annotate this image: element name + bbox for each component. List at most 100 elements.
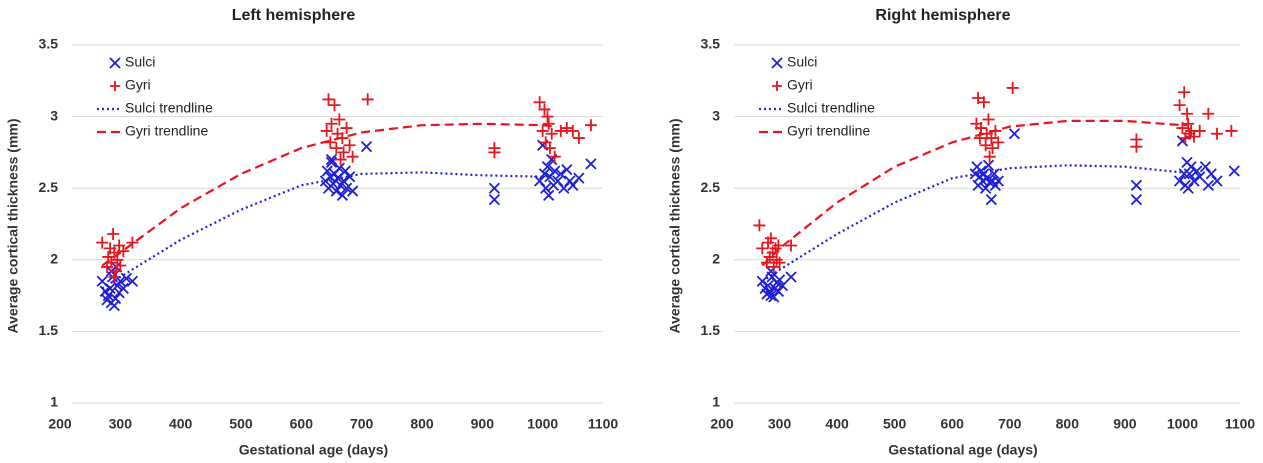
data-point bbox=[975, 122, 987, 135]
data-point bbox=[1178, 86, 1191, 99]
data-point bbox=[1205, 168, 1217, 180]
data-point bbox=[488, 146, 501, 159]
data-point bbox=[760, 256, 773, 269]
data-point bbox=[541, 110, 554, 123]
data-point bbox=[982, 113, 995, 126]
data-point bbox=[1173, 175, 1186, 187]
chart-title: Left hemisphere bbox=[232, 7, 356, 24]
data-point bbox=[1185, 161, 1197, 173]
legend-marker bbox=[772, 81, 782, 91]
x-tick-label: 900 bbox=[471, 416, 495, 432]
y-axis-label: Average cortical thickness (mm) bbox=[667, 118, 683, 333]
data-point bbox=[114, 275, 126, 287]
data-point bbox=[548, 150, 561, 163]
y-tick-label: 3.5 bbox=[701, 36, 721, 52]
data-point bbox=[109, 292, 122, 305]
data-point bbox=[772, 285, 785, 297]
x-tick-label: 800 bbox=[1056, 416, 1080, 432]
x-axis-label: Gestational age (days) bbox=[888, 442, 1037, 458]
trendline bbox=[761, 164, 1189, 283]
data-point bbox=[120, 272, 133, 285]
x-axis-label: Gestational age (days) bbox=[239, 442, 388, 458]
data-point bbox=[785, 239, 798, 252]
legend-marker bbox=[771, 57, 783, 69]
data-point bbox=[986, 142, 999, 155]
data-point bbox=[325, 117, 338, 130]
data-point bbox=[102, 289, 114, 302]
legend-label: Gyri trendline bbox=[787, 123, 870, 139]
data-point bbox=[1228, 165, 1240, 177]
data-point bbox=[1193, 124, 1206, 137]
data-point bbox=[1182, 117, 1195, 130]
data-point bbox=[538, 103, 551, 116]
data-point bbox=[982, 159, 995, 171]
data-point bbox=[330, 185, 342, 197]
x-tick-label: 1000 bbox=[1167, 416, 1198, 432]
x-tick-label: 1100 bbox=[1225, 416, 1256, 432]
data-point bbox=[1130, 194, 1143, 206]
data-point bbox=[1191, 165, 1203, 177]
data-point bbox=[361, 93, 374, 106]
data-point bbox=[340, 182, 353, 194]
data-point bbox=[1130, 179, 1143, 191]
data-point bbox=[343, 139, 356, 152]
x-tick-label: 600 bbox=[941, 416, 965, 432]
data-point bbox=[549, 165, 561, 177]
data-point bbox=[543, 142, 556, 155]
data-point bbox=[96, 236, 109, 249]
data-point bbox=[776, 279, 789, 292]
x-tick-label: 600 bbox=[290, 416, 314, 432]
data-point bbox=[1225, 124, 1238, 137]
data-point bbox=[977, 96, 990, 109]
x-tick-label: 200 bbox=[48, 416, 72, 432]
y-axis-label: Average cortical thickness (mm) bbox=[5, 118, 21, 333]
x-tick-label: 800 bbox=[410, 416, 434, 432]
data-point bbox=[1188, 175, 1200, 187]
data-point bbox=[773, 274, 786, 286]
data-point bbox=[346, 185, 359, 197]
data-point bbox=[1182, 182, 1194, 194]
x-tick-label: 200 bbox=[710, 416, 734, 432]
y-tick-label: 3 bbox=[712, 107, 720, 123]
data-point bbox=[585, 158, 597, 170]
data-point bbox=[985, 194, 997, 206]
data-point bbox=[540, 182, 552, 194]
data-point bbox=[785, 271, 797, 283]
data-point bbox=[322, 93, 335, 106]
data-point bbox=[328, 99, 341, 112]
data-point bbox=[330, 142, 343, 155]
data-point bbox=[561, 163, 573, 176]
data-point bbox=[756, 242, 769, 255]
trendline bbox=[761, 119, 1189, 267]
data-point bbox=[126, 236, 139, 249]
x-tick-label: 1100 bbox=[588, 416, 619, 432]
data-point bbox=[339, 165, 352, 177]
trendline bbox=[101, 122, 555, 267]
data-point bbox=[1008, 128, 1021, 140]
data-point bbox=[334, 153, 347, 166]
x-tick-label: 700 bbox=[998, 416, 1022, 432]
legend-label: Sulci bbox=[125, 54, 155, 70]
legend-label: Sulci trendline bbox=[787, 100, 875, 116]
data-point bbox=[107, 228, 120, 241]
x-tick-label: 500 bbox=[883, 416, 907, 432]
data-point bbox=[545, 127, 558, 140]
data-point bbox=[573, 172, 585, 184]
data-point bbox=[983, 150, 996, 163]
data-point bbox=[114, 259, 127, 272]
data-point bbox=[560, 122, 573, 135]
data-point bbox=[488, 194, 501, 206]
y-tick-label: 3.5 bbox=[39, 36, 59, 52]
y-tick-label: 2.5 bbox=[39, 179, 59, 195]
data-point bbox=[1202, 179, 1214, 191]
y-tick-label: 1 bbox=[50, 394, 58, 410]
y-tick-label: 1 bbox=[712, 394, 720, 410]
data-point bbox=[1211, 175, 1223, 187]
data-point bbox=[343, 171, 356, 183]
legend-label: Gyri bbox=[125, 77, 151, 93]
trendline bbox=[101, 171, 549, 290]
data-point bbox=[346, 150, 359, 163]
data-point bbox=[1202, 107, 1215, 120]
data-point bbox=[117, 282, 129, 295]
data-point bbox=[992, 136, 1005, 149]
